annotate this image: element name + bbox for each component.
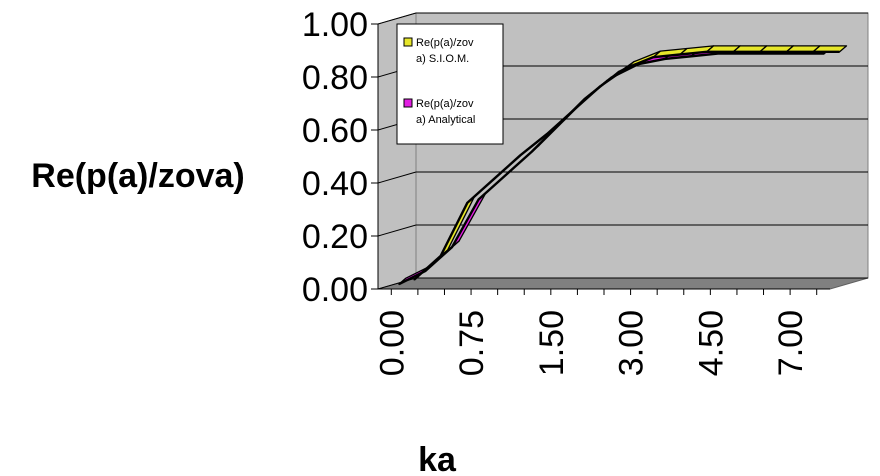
- legend-label-siom-line1: Re(p(a)/zov: [416, 37, 474, 49]
- series-group: [398, 45, 848, 286]
- x-tick-label: 0.75: [453, 310, 491, 376]
- x-tick-label: 4.50: [692, 310, 730, 376]
- x-tick-label: 7.00: [772, 310, 810, 376]
- legend: Re(p(a)/zov a) S.I.O.M. Re(p(a)/zov a) A…: [396, 23, 504, 145]
- y-tick-label: 1.00: [302, 6, 368, 44]
- floor: [377, 277, 869, 290]
- gridline-side: [377, 224, 417, 237]
- legend-swatch-analytical: [403, 98, 413, 108]
- y-tick-label: 0.40: [302, 165, 368, 203]
- legend-box: [396, 23, 504, 145]
- x-tick-label: 3.00: [613, 310, 651, 376]
- x-axis-label: ka: [418, 441, 457, 476]
- x-axis-tick-labels: 0.00 0.75 1.50 3.00 4.50 7.00: [373, 310, 810, 376]
- y-tick-label: 0.80: [302, 59, 368, 97]
- legend-label-siom-line2: a) S.I.O.M.: [416, 53, 469, 65]
- legend-swatch-siom: [403, 37, 413, 47]
- y-tick-label: 0.20: [302, 218, 368, 256]
- legend-label-analytical-line1: Re(p(a)/zov: [416, 98, 474, 110]
- series-line: [413, 50, 840, 281]
- y-tick-label: 0.00: [302, 271, 368, 309]
- y-axis-tick-labels: 0.00 0.20 0.40 0.60 0.80 1.00: [302, 6, 368, 309]
- gridline-side: [377, 12, 417, 25]
- gridline-side: [377, 171, 417, 184]
- y-tick-label: 0.60: [302, 112, 368, 150]
- x-tick-label: 1.50: [533, 310, 571, 376]
- y-axis-label: Re(p(a)/zova): [31, 157, 244, 195]
- x-tick-label: 0.00: [373, 310, 411, 376]
- legend-label-analytical-line2: a) Analytical: [416, 114, 475, 126]
